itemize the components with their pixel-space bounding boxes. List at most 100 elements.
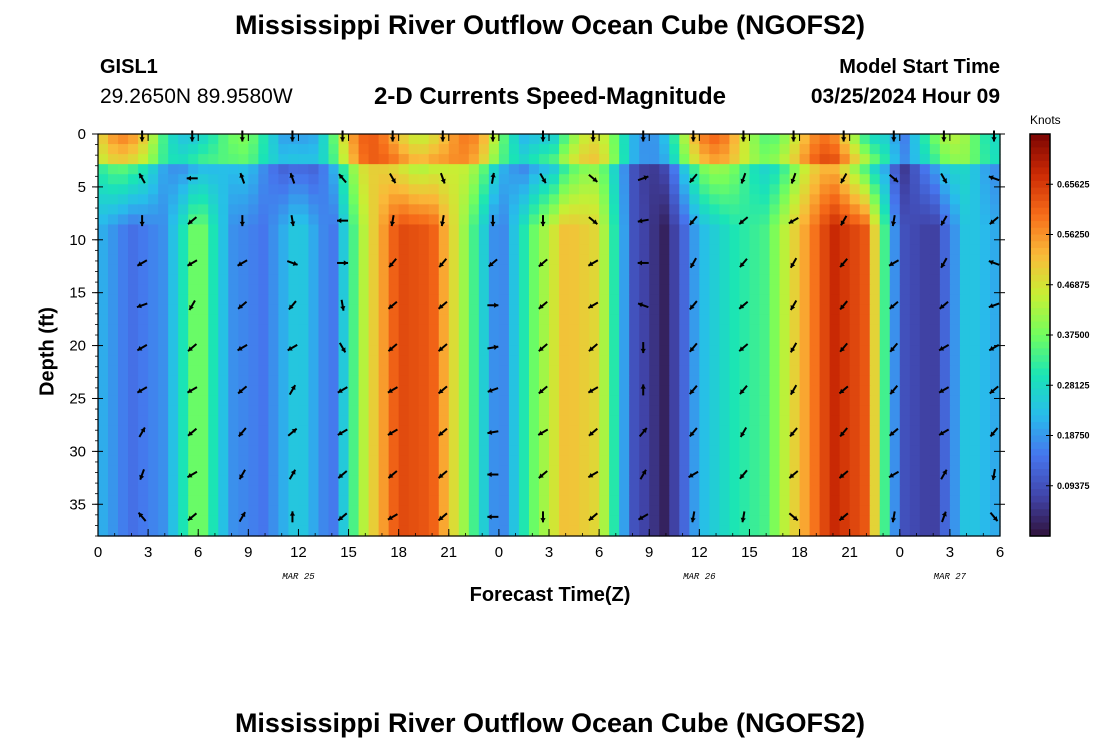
heatmap-cell (569, 415, 580, 427)
heatmap-cell (448, 465, 460, 477)
heatmap-cell (589, 194, 600, 205)
heatmap-cell (679, 475, 690, 487)
heatmap-cell (398, 505, 410, 517)
current-vector-arrow (989, 427, 999, 438)
heatmap-cell (318, 405, 330, 416)
heatmap-cell (318, 204, 330, 215)
heatmap-cell (759, 445, 771, 457)
heatmap-cell (488, 194, 500, 205)
heatmap-cell (168, 144, 179, 155)
heatmap-cell (649, 515, 660, 527)
heatmap-cell (869, 184, 881, 195)
heatmap-cell (138, 405, 149, 416)
heatmap-cell (689, 244, 700, 256)
heatmap-cell (979, 505, 991, 517)
heatmap-cell (949, 194, 961, 205)
heatmap-cell (358, 194, 370, 205)
heatmap-cell (849, 254, 861, 266)
heatmap-cell (178, 335, 189, 346)
current-vector-arrow (437, 470, 448, 479)
heatmap-cell (458, 365, 470, 376)
heatmap-cell (138, 415, 149, 427)
heatmap-cell (689, 465, 700, 477)
heatmap-cell (549, 324, 560, 336)
heatmap-cell (138, 505, 149, 517)
heatmap-cell (589, 345, 600, 356)
heatmap-cell (949, 465, 961, 477)
heatmap-cell (669, 194, 680, 205)
heatmap-cell (729, 224, 741, 236)
heatmap-cell (128, 415, 139, 427)
heatmap-cell (689, 455, 700, 467)
heatmap-cell (118, 345, 129, 356)
heatmap-cell (528, 425, 540, 437)
heatmap-cell (248, 505, 259, 517)
heatmap-cell (589, 505, 600, 517)
heatmap-cell (368, 224, 380, 236)
heatmap-cell (619, 304, 630, 316)
heatmap-cell (138, 214, 149, 226)
heatmap-cell (589, 485, 600, 497)
heatmap-cell (829, 224, 841, 236)
heatmap-cell (308, 525, 320, 537)
heatmap-cell (919, 405, 931, 416)
heatmap-cell (378, 204, 390, 215)
heatmap-cell (138, 304, 149, 316)
heatmap-cell (398, 495, 410, 507)
heatmap-cell (228, 264, 239, 276)
heatmap-cell (258, 204, 269, 215)
heatmap-cell (358, 184, 370, 195)
heatmap-cell (198, 505, 209, 517)
heatmap-cell (158, 525, 169, 537)
current-vector-arrow (238, 511, 246, 523)
heatmap-cell (869, 214, 881, 226)
heatmap-cell (549, 415, 560, 427)
heatmap-cell (238, 194, 249, 205)
heatmap-cell (238, 365, 249, 376)
heatmap-cell (538, 405, 550, 416)
colorbar-segment (1030, 187, 1050, 195)
heatmap-cell (699, 284, 710, 296)
heatmap-cell (839, 335, 851, 346)
heatmap-cell (478, 455, 490, 467)
heatmap-cell (488, 204, 500, 215)
heatmap-cell (549, 134, 560, 145)
heatmap-cell (729, 214, 741, 226)
heatmap-cell (518, 194, 530, 205)
heatmap-cell (849, 395, 861, 406)
heatmap-cell (949, 274, 961, 286)
heatmap-cell (448, 495, 460, 507)
heatmap-cell (168, 495, 179, 507)
heatmap-cell (939, 475, 951, 487)
heatmap-cell (208, 335, 219, 346)
current-vector-arrow (888, 300, 899, 310)
heatmap-cell (659, 134, 670, 145)
heatmap-cell (929, 184, 941, 195)
heatmap-cell (438, 385, 450, 396)
heatmap-cell (268, 455, 279, 467)
heatmap-cell (108, 515, 119, 527)
heatmap-cell (609, 224, 620, 236)
heatmap-cell (248, 495, 259, 507)
heatmap-cell (649, 395, 660, 406)
heatmap-cell (448, 525, 460, 537)
heatmap-cell (979, 244, 991, 256)
heatmap-cell (408, 435, 420, 447)
heatmap-cell (569, 234, 580, 246)
heatmap-cell (98, 425, 109, 437)
heatmap-cell (989, 284, 1001, 296)
heatmap-cell (348, 395, 360, 406)
heatmap-cell (98, 144, 109, 155)
heatmap-cell (829, 365, 841, 376)
heatmap-cell (298, 425, 310, 437)
heatmap-cell (619, 134, 630, 145)
heatmap-cell (919, 224, 931, 236)
heatmap-cell (258, 254, 269, 266)
heatmap-cell (468, 274, 480, 286)
heatmap-cell (148, 405, 159, 416)
heatmap-cell (829, 425, 841, 437)
heatmap-cell (699, 395, 710, 406)
heatmap-cell (478, 174, 490, 185)
heatmap-cell (789, 345, 801, 356)
